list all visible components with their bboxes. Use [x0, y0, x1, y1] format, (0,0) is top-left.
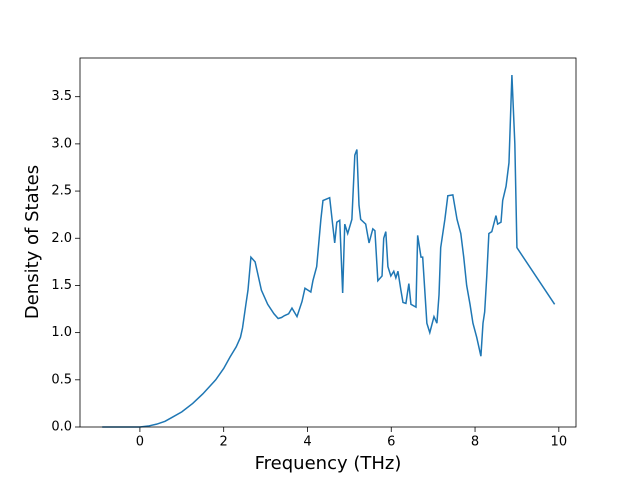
x-tick-label: 4: [303, 435, 311, 450]
y-tick-label: 3.0: [51, 136, 72, 151]
y-axis-label: Density of States: [22, 165, 43, 319]
y-tick-label: 3.5: [51, 89, 72, 104]
y-tick-label: 2.0: [51, 231, 72, 246]
axes-frame: [79, 57, 577, 428]
x-tick-label: 8: [471, 435, 479, 450]
line-series: [102, 74, 556, 428]
y-tick-label: 0.5: [51, 372, 72, 387]
x-axis-label: Frequency (THz): [255, 453, 402, 474]
y-tick-label: 0.0: [51, 420, 72, 435]
x-tick-label: 6: [387, 435, 395, 450]
x-tick-label: 2: [220, 435, 228, 450]
y-tick-label: 2.5: [51, 184, 72, 199]
x-tick-label: 0: [136, 435, 144, 450]
y-tick-label: 1.5: [51, 278, 72, 293]
x-tick-label: 10: [551, 435, 568, 450]
y-tick-label: 1.0: [51, 325, 72, 340]
